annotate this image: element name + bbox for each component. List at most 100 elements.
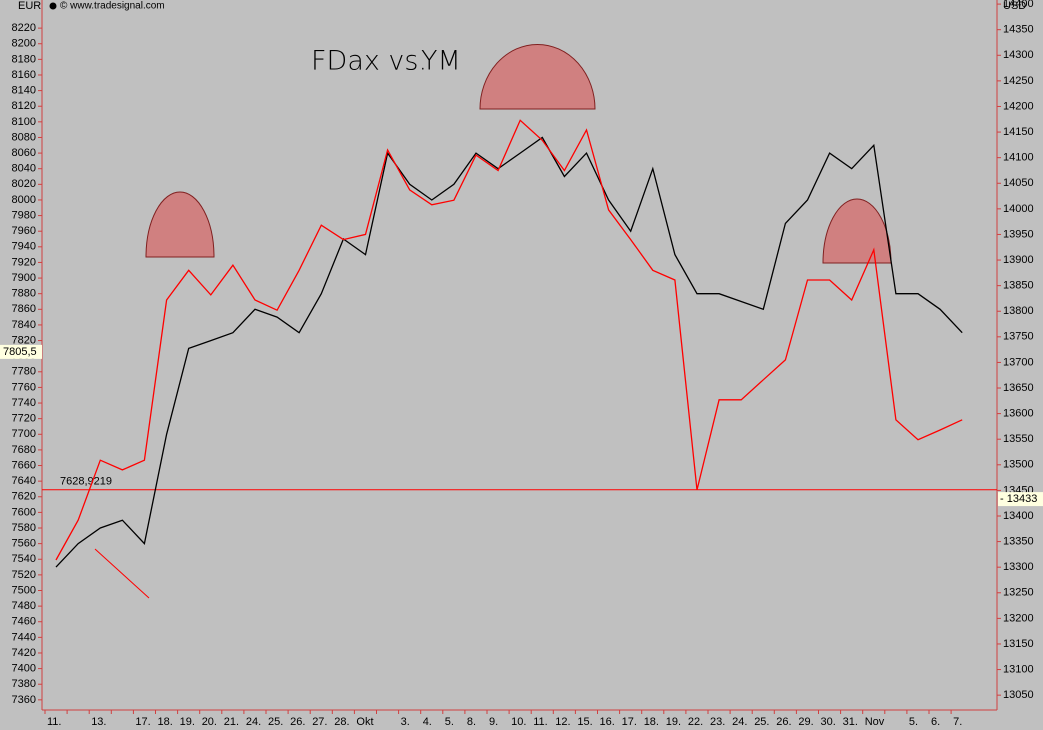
- y2-tick-label: 14100: [1003, 152, 1034, 164]
- x-tick-label: 5.: [909, 716, 918, 728]
- x-tick-label: 25.: [268, 716, 283, 728]
- y2-tick-label: 14400: [1003, 0, 1034, 10]
- x-tick-label: 25.: [754, 716, 769, 728]
- x-tick-label: 9.: [489, 716, 498, 728]
- y-tick-label: 8020: [12, 178, 36, 190]
- series-line: [55, 119, 963, 561]
- y2-tick-label: 13150: [1003, 638, 1034, 650]
- y-tick-label: 8060: [12, 147, 36, 159]
- y-tick-label: 8040: [12, 163, 36, 175]
- y-tick-label: 7920: [12, 256, 36, 268]
- y-tick-label: 7680: [12, 444, 36, 456]
- x-tick-label: 21.: [224, 716, 239, 728]
- x-tick-label: 8.: [467, 716, 476, 728]
- y-tick-label: 8000: [12, 194, 36, 206]
- current-value-box: [998, 492, 1043, 507]
- x-tick-label: 31.: [843, 716, 858, 728]
- y-tick-label: 7600: [12, 506, 36, 518]
- y2-tick-label: 13550: [1003, 433, 1034, 445]
- x-tick-label: 26.: [776, 716, 791, 728]
- y2-tick-label: 14200: [1003, 100, 1034, 112]
- x-tick-label: 17.: [135, 716, 150, 728]
- y2-tick-label: 13600: [1003, 408, 1034, 420]
- source: © www.tradesignal.com: [60, 1, 165, 12]
- y-tick-label: 8160: [12, 69, 36, 81]
- y2-tick-label: 13950: [1003, 228, 1034, 240]
- x-tick-label: 11.: [533, 716, 547, 728]
- current-value-label: - 13433: [1000, 493, 1037, 505]
- y2-tick-label: 13300: [1003, 561, 1034, 573]
- y-tick-label: 7960: [12, 225, 36, 237]
- y-tick-label: 7820: [12, 334, 36, 346]
- y2-tick-label: 13100: [1003, 663, 1034, 675]
- x-tick-label: 19.: [180, 716, 195, 728]
- logo-icon: [49, 2, 57, 10]
- y-tick-label: 7840: [12, 319, 36, 331]
- arc-annotation: [479, 44, 596, 110]
- y2-tick-label: 13350: [1003, 535, 1034, 547]
- y-tick-label: 7740: [12, 397, 36, 409]
- x-tick-label: 29.: [798, 716, 813, 728]
- x-tick-label: 24.: [246, 716, 261, 728]
- y-tick-label: 7440: [12, 631, 36, 643]
- x-tick-label: 17.: [622, 716, 637, 728]
- y-tick-label: 7660: [12, 459, 36, 471]
- y2-tick-label: 13850: [1003, 280, 1034, 292]
- y-unit: EUR: [18, 0, 41, 12]
- y-tick-label: 7620: [12, 491, 36, 503]
- x-tick-label: 10.: [511, 716, 526, 728]
- y-tick-label: 8200: [12, 38, 36, 50]
- y2-tick-label: 13800: [1003, 305, 1034, 317]
- arc-annotation: [145, 191, 215, 258]
- y-tick-label: 7700: [12, 428, 36, 440]
- y-tick-label: 7540: [12, 553, 36, 565]
- y2-tick-label: 14300: [1003, 49, 1034, 61]
- y-tick-label: 7360: [12, 694, 36, 706]
- y-tick-label: 7940: [12, 241, 36, 253]
- y-tick-label: 7460: [12, 616, 36, 628]
- y-tick-label: 7380: [12, 678, 36, 690]
- y2-tick-label: 14150: [1003, 126, 1034, 138]
- x-tick-label: 16.: [600, 716, 615, 728]
- x-tick-label: 27.: [312, 716, 327, 728]
- y2-tick-label: 13650: [1003, 382, 1034, 394]
- y2-tick-label: 13750: [1003, 331, 1034, 343]
- title-part: YM: [421, 46, 461, 77]
- x-tick-label: 24.: [732, 716, 747, 728]
- x-tick-label: 23.: [710, 716, 725, 728]
- current-value-label: 7805,5: [3, 346, 37, 358]
- y-tick-label: 7580: [12, 522, 36, 534]
- y-tick-label: 7500: [12, 584, 36, 596]
- y-tick-label: 8140: [12, 85, 36, 97]
- x-tick-label: 26.: [290, 716, 305, 728]
- x-tick-label: 11.: [47, 716, 61, 728]
- title-part: FDax vs.: [311, 46, 427, 77]
- y-tick-label: 8180: [12, 53, 36, 65]
- y-tick-label: 7480: [12, 600, 36, 612]
- x-tick-label: 20.: [202, 716, 217, 728]
- x-tick-label: 15.: [577, 716, 592, 728]
- x-tick-label: 18.: [158, 716, 173, 728]
- current-value-box: [0, 344, 42, 359]
- x-tick-label: 22.: [688, 716, 703, 728]
- series-line: [55, 136, 963, 568]
- arc-annotation: [822, 198, 892, 264]
- y-tick-label: 7780: [12, 366, 36, 378]
- y2-tick-label: 13700: [1003, 356, 1034, 368]
- trend-line: [94, 548, 150, 599]
- y2-tick-label: 13200: [1003, 612, 1034, 624]
- x-tick-label: 30.: [821, 716, 836, 728]
- x-tick-label: 5.: [445, 716, 454, 728]
- y2-tick-label: 13250: [1003, 587, 1034, 599]
- y2-tick-label: 14350: [1003, 24, 1034, 36]
- y-tick-label: 7980: [12, 209, 36, 221]
- x-tick-label: 13.: [91, 716, 106, 728]
- y-tick-label: 7520: [12, 569, 36, 581]
- y2-tick-label: 13400: [1003, 510, 1034, 522]
- x-tick-label: 19.: [666, 716, 681, 728]
- y-tick-label: 7880: [12, 288, 36, 300]
- y2-tick-label: 13500: [1003, 459, 1034, 471]
- y-tick-label: 8120: [12, 100, 36, 112]
